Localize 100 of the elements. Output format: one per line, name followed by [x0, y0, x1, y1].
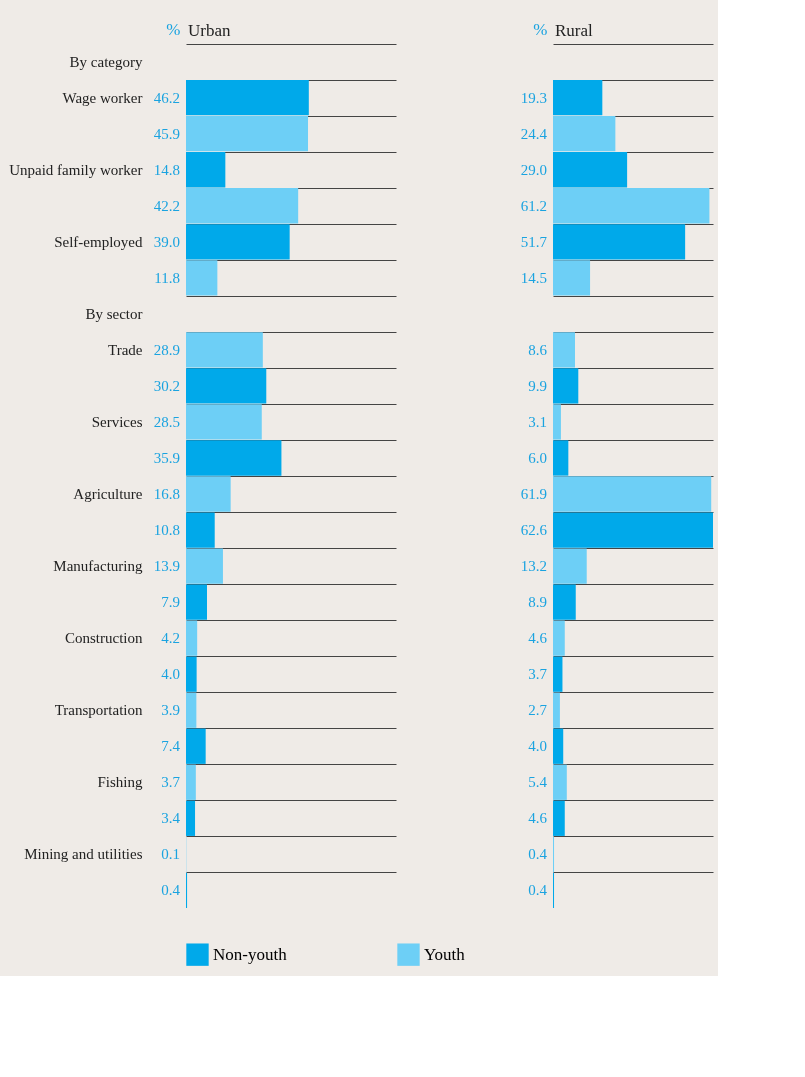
- data-label: 30.2: [153, 377, 180, 394]
- data-label: 10.8: [153, 522, 180, 539]
- bar: [186, 584, 207, 620]
- data-label: 61.2: [520, 197, 547, 214]
- bar: [186, 368, 267, 404]
- data-label: 61.9: [520, 486, 547, 503]
- data-label: 13.2: [520, 558, 547, 575]
- bar: [186, 116, 309, 152]
- bar: [186, 188, 299, 224]
- y-tick-label: Wage worker: [62, 89, 143, 106]
- bar: [553, 440, 569, 476]
- x-axis-title: %: [166, 19, 181, 39]
- data-label: 35.9: [153, 449, 180, 466]
- y-tick-label: Manufacturing: [53, 558, 143, 575]
- bar: [553, 260, 591, 296]
- data-label: 4.6: [528, 630, 548, 647]
- y-tick-label: Trade: [108, 341, 143, 358]
- data-label: 42.2: [153, 197, 180, 214]
- data-label: 0.4: [528, 882, 548, 899]
- data-label: 3.4: [161, 810, 181, 827]
- bar: [186, 656, 197, 692]
- chart-title: Urban: [188, 21, 231, 40]
- data-label: 0.4: [161, 882, 181, 899]
- bar: [186, 152, 226, 188]
- data-label: 7.9: [161, 594, 180, 611]
- bar: [186, 332, 263, 368]
- bar: [186, 80, 309, 116]
- data-label: 28.9: [153, 341, 180, 358]
- data-label: 2.7: [528, 702, 548, 719]
- data-label: 4.0: [161, 666, 180, 683]
- x-axis-title: %: [533, 19, 548, 39]
- bar: [553, 80, 603, 116]
- bar: [553, 116, 616, 152]
- data-label: 39.0: [153, 233, 180, 250]
- y-tick-label: Transportation: [54, 702, 143, 719]
- y-tick-label: Self-employed: [54, 233, 143, 250]
- data-label: 3.7: [528, 666, 548, 683]
- data-label: 9.9: [528, 377, 547, 394]
- data-label: 7.4: [161, 738, 181, 755]
- y-tick-label: By sector: [85, 305, 143, 322]
- y-tick-label: Fishing: [97, 774, 143, 791]
- bar: [186, 692, 197, 728]
- bar: [553, 368, 579, 404]
- data-label: 28.5: [153, 413, 180, 430]
- data-label: 4.2: [161, 630, 180, 647]
- y-tick-label: Services: [91, 413, 143, 430]
- y-tick-label: Agriculture: [73, 486, 143, 503]
- bar: [553, 512, 713, 548]
- bar: [186, 800, 196, 836]
- y-tick-label: Unpaid family worker: [9, 161, 143, 178]
- bar: [553, 152, 628, 188]
- bar: [553, 188, 710, 224]
- data-label: 4.6: [528, 810, 548, 827]
- data-label: 13.9: [153, 558, 180, 575]
- legend-label: Non-youth: [213, 944, 288, 964]
- data-label: 62.6: [520, 522, 548, 539]
- legend-label: Youth: [424, 944, 466, 964]
- data-label: 0.4: [528, 846, 548, 863]
- data-label: 8.9: [528, 594, 547, 611]
- y-tick-label: Construction: [65, 630, 143, 647]
- bar: [186, 512, 215, 548]
- chart-title: Rural: [555, 21, 594, 40]
- data-label: 0.1: [161, 846, 180, 863]
- data-label: 3.1: [528, 413, 547, 430]
- bar: [553, 692, 560, 728]
- data-label: 6.0: [528, 449, 547, 466]
- bar: [186, 404, 262, 440]
- bar: [553, 728, 564, 764]
- bar: [186, 620, 198, 656]
- bar: [553, 620, 565, 656]
- bar: [186, 440, 282, 476]
- bar: [186, 476, 231, 512]
- bar: [553, 764, 567, 800]
- data-label: 24.4: [520, 125, 548, 142]
- data-label: 5.4: [528, 774, 548, 791]
- y-tick-label: Mining and utilities: [24, 846, 143, 863]
- bar: [553, 656, 563, 692]
- data-label: 11.8: [154, 269, 180, 286]
- bar: [553, 476, 712, 512]
- bar: [186, 764, 196, 800]
- data-label: 16.8: [153, 486, 180, 503]
- bar: [186, 728, 206, 764]
- bar: [553, 224, 686, 260]
- data-label: 8.6: [528, 341, 548, 358]
- bar: [553, 404, 561, 440]
- data-label: 14.5: [520, 269, 547, 286]
- data-label: 45.9: [153, 125, 180, 142]
- data-label: 51.7: [520, 233, 548, 250]
- y-tick-label: By category: [69, 53, 143, 70]
- data-label: 19.3: [520, 89, 547, 106]
- data-label: 4.0: [528, 738, 547, 755]
- data-label: 3.7: [161, 774, 181, 791]
- data-label: 29.0: [520, 161, 547, 178]
- bar: [186, 224, 290, 260]
- bar: [553, 800, 565, 836]
- bar: [553, 332, 575, 368]
- data-label: 3.9: [161, 702, 180, 719]
- bar: [186, 260, 218, 296]
- bar: [186, 548, 223, 584]
- bar: [553, 548, 587, 584]
